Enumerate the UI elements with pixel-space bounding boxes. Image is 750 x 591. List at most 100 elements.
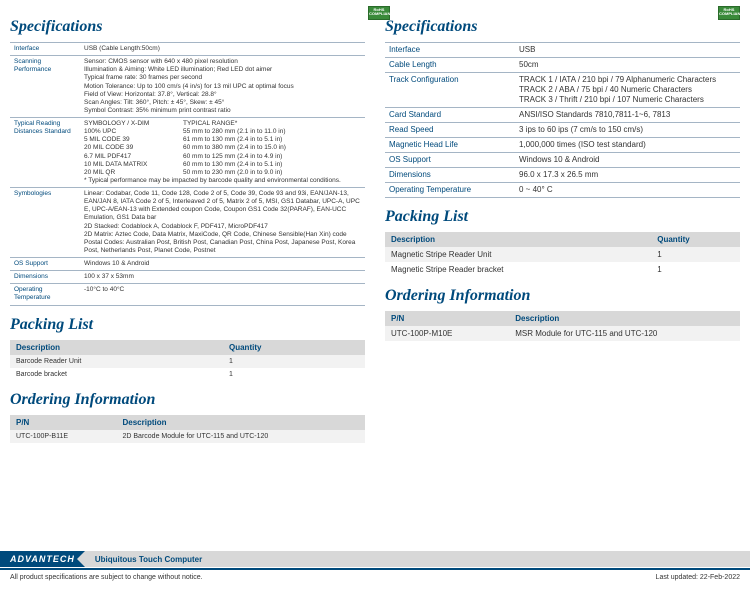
spec-label: Operating Temperature bbox=[10, 284, 80, 305]
table-row: Barcode bracket 1 bbox=[10, 368, 365, 381]
cell-qty: 1 bbox=[223, 368, 365, 381]
spec-value: 100 x 37 x 53mm bbox=[80, 271, 365, 284]
spec-table-left: Interface USB (Cable Length:50cm) Scanni… bbox=[10, 42, 365, 306]
spec-label: Symbologies bbox=[10, 188, 80, 258]
table-row: Operating Temperature0 ~ 40° C bbox=[385, 183, 740, 198]
ordering-heading: Ordering Information bbox=[385, 287, 740, 305]
table-header-row: Description Quantity bbox=[10, 340, 365, 355]
table-row: Read Speed3 ips to 60 ips (7 cm/s to 150… bbox=[385, 123, 740, 138]
table-row: Magnetic Head Life1,000,000 times (ISO t… bbox=[385, 138, 740, 153]
spec-value: 50cm bbox=[515, 58, 740, 73]
rohs-badge: RoHS COMPLIANT bbox=[368, 6, 390, 20]
spec-value: TRACK 1 / IATA / 210 bpi / 79 Alphanumer… bbox=[515, 73, 740, 108]
col-description: Description bbox=[10, 340, 223, 355]
cell-desc: MSR Module for UTC-115 and UTC-120 bbox=[509, 326, 740, 341]
table-header-row: Description Quantity bbox=[385, 232, 740, 247]
spec-label: Interface bbox=[385, 43, 515, 58]
spec-value: SYMBOLOGY / X-DIMTYPICAL RANGE* 100% UPC… bbox=[80, 118, 365, 188]
spec-value: Windows 10 & Android bbox=[80, 258, 365, 271]
cell-desc: Barcode bracket bbox=[10, 368, 223, 381]
spec-value: USB bbox=[515, 43, 740, 58]
packing-table-right: Description Quantity Magnetic Stripe Rea… bbox=[385, 232, 740, 277]
cell-desc: Barcode Reader Unit bbox=[10, 355, 223, 368]
table-row: Barcode Reader Unit 1 bbox=[10, 355, 365, 368]
spec-value: 0 ~ 40° C bbox=[515, 183, 740, 198]
left-column: Specifications Interface USB (Cable Leng… bbox=[10, 8, 365, 443]
spec-label: Typical Reading Distances Standard bbox=[10, 118, 80, 188]
page-content: Specifications Interface USB (Cable Leng… bbox=[0, 0, 750, 443]
spec-value: ANSI/ISO Standards 7810,7811-1~6, 7813 bbox=[515, 108, 740, 123]
col-desc: Description bbox=[117, 415, 366, 430]
spec-value: Linear: Codabar, Code 11, Code 128, Code… bbox=[80, 188, 365, 258]
table-row: UTC-100P-M10E MSR Module for UTC-115 and… bbox=[385, 326, 740, 341]
cell-desc: 2D Barcode Module for UTC-115 and UTC-12… bbox=[117, 430, 366, 443]
spec-label: Track Configuration bbox=[385, 73, 515, 108]
spec-value: 3 ips to 60 ips (7 cm/s to 150 cm/s) bbox=[515, 123, 740, 138]
packing-list-heading: Packing List bbox=[385, 208, 740, 226]
table-row: Symbologies Linear: Codabar, Code 11, Co… bbox=[10, 188, 365, 258]
table-row: InterfaceUSB bbox=[385, 43, 740, 58]
right-column: Specifications InterfaceUSB Cable Length… bbox=[385, 8, 740, 443]
ordering-table-right: P/N Description UTC-100P-M10E MSR Module… bbox=[385, 311, 740, 341]
spec-value: 96.0 x 17.3 x 26.5 mm bbox=[515, 168, 740, 183]
table-header-row: P/N Description bbox=[10, 415, 365, 430]
table-row: Magnetic Stripe Reader bracket 1 bbox=[385, 262, 740, 277]
spec-table-right: InterfaceUSB Cable Length50cm Track Conf… bbox=[385, 42, 740, 198]
rohs-badge: RoHS COMPLIANT bbox=[718, 6, 740, 20]
table-row: Operating Temperature -10°C to 40°C bbox=[10, 284, 365, 305]
spec-value: Sensor: CMOS sensor with 640 x 480 pixel… bbox=[80, 56, 365, 118]
table-row: Cable Length50cm bbox=[385, 58, 740, 73]
table-row: Scanning Performance Sensor: CMOS sensor… bbox=[10, 56, 365, 118]
spec-value: USB (Cable Length:50cm) bbox=[80, 43, 365, 56]
ordering-heading: Ordering Information bbox=[10, 391, 365, 409]
table-row: Magnetic Stripe Reader Unit 1 bbox=[385, 247, 740, 262]
col-description: Description bbox=[385, 232, 651, 247]
spec-label: Card Standard bbox=[385, 108, 515, 123]
table-row: Dimensions 100 x 37 x 53mm bbox=[10, 271, 365, 284]
table-row: OS Support Windows 10 & Android bbox=[10, 258, 365, 271]
specifications-heading: Specifications bbox=[10, 18, 365, 36]
spec-label: Dimensions bbox=[10, 271, 80, 284]
cell-pn: UTC-100P-M10E bbox=[385, 326, 509, 341]
spec-label: Cable Length bbox=[385, 58, 515, 73]
ordering-table-left: P/N Description UTC-100P-B11E 2D Barcode… bbox=[10, 415, 365, 443]
footer-disclaimer: All product specifications are subject t… bbox=[10, 574, 203, 581]
col-pn: P/N bbox=[10, 415, 117, 430]
table-row: Track ConfigurationTRACK 1 / IATA / 210 … bbox=[385, 73, 740, 108]
cell-qty: 1 bbox=[651, 247, 740, 262]
spec-label: Interface bbox=[10, 43, 80, 56]
cell-pn: UTC-100P-B11E bbox=[10, 430, 117, 443]
page-footer: ADVANTECH Ubiquitous Touch Computer All … bbox=[0, 551, 750, 591]
col-desc: Description bbox=[509, 311, 740, 326]
cell-qty: 1 bbox=[651, 262, 740, 277]
footer-tagline: Ubiquitous Touch Computer bbox=[85, 551, 750, 567]
advantech-logo: ADVANTECH bbox=[0, 551, 85, 567]
col-pn: P/N bbox=[385, 311, 509, 326]
col-quantity: Quantity bbox=[223, 340, 365, 355]
spec-label: Read Speed bbox=[385, 123, 515, 138]
table-row: Typical Reading Distances Standard SYMBO… bbox=[10, 118, 365, 188]
spec-value: -10°C to 40°C bbox=[80, 284, 365, 305]
cell-desc: Magnetic Stripe Reader bracket bbox=[385, 262, 651, 277]
table-row: OS SupportWindows 10 & Android bbox=[385, 153, 740, 168]
table-row: Card StandardANSI/ISO Standards 7810,781… bbox=[385, 108, 740, 123]
spec-label: OS Support bbox=[10, 258, 80, 271]
spec-label: Scanning Performance bbox=[10, 56, 80, 118]
packing-list-heading: Packing List bbox=[10, 316, 365, 334]
table-row: UTC-100P-B11E 2D Barcode Module for UTC-… bbox=[10, 430, 365, 443]
col-quantity: Quantity bbox=[651, 232, 740, 247]
spec-label: Magnetic Head Life bbox=[385, 138, 515, 153]
table-row: Dimensions96.0 x 17.3 x 26.5 mm bbox=[385, 168, 740, 183]
packing-table-left: Description Quantity Barcode Reader Unit… bbox=[10, 340, 365, 381]
footer-updated: Last updated: 22-Feb-2022 bbox=[656, 574, 740, 581]
table-header-row: P/N Description bbox=[385, 311, 740, 326]
spec-label: Dimensions bbox=[385, 168, 515, 183]
cell-qty: 1 bbox=[223, 355, 365, 368]
spec-value: 1,000,000 times (ISO test standard) bbox=[515, 138, 740, 153]
footer-text: All product specifications are subject t… bbox=[0, 570, 750, 585]
spec-label: Operating Temperature bbox=[385, 183, 515, 198]
table-row: Interface USB (Cable Length:50cm) bbox=[10, 43, 365, 56]
cell-desc: Magnetic Stripe Reader Unit bbox=[385, 247, 651, 262]
specifications-heading: Specifications bbox=[385, 18, 740, 36]
spec-value: Windows 10 & Android bbox=[515, 153, 740, 168]
